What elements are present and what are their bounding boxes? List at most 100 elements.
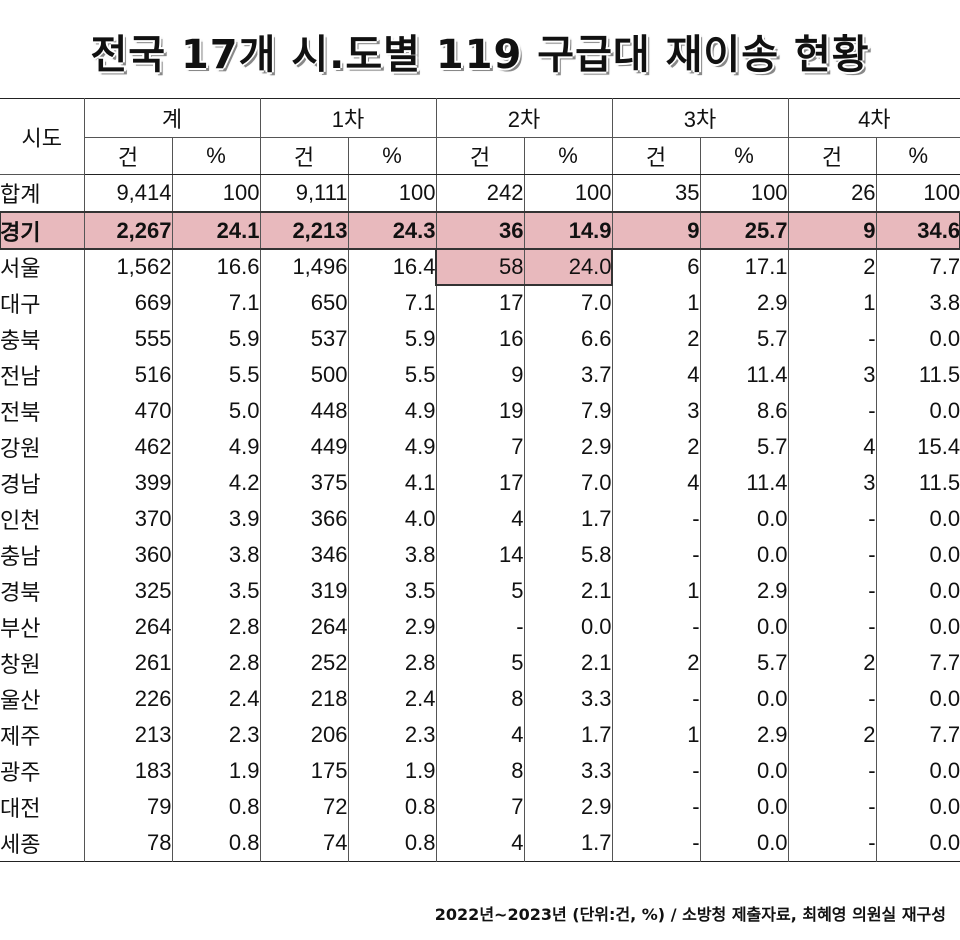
percent-cell: 2.8: [172, 609, 261, 645]
count-cell: 226: [84, 681, 173, 717]
count-cell: -: [788, 789, 877, 825]
table-row: 대전 79 0.8 72 0.8 7 2.9-0.0-0.0: [0, 789, 960, 825]
percent-cell: 24.1: [172, 212, 261, 249]
percent-cell: 2.1: [524, 645, 613, 681]
count-cell: 470: [84, 393, 173, 429]
count-cell: 2: [788, 249, 877, 285]
count-cell: 462: [84, 429, 173, 465]
count-cell: -: [436, 609, 525, 645]
count-cell: -: [788, 825, 877, 862]
count-cell: 58: [436, 249, 525, 285]
count-cell: -: [612, 537, 701, 573]
percent-cell: 0.8: [348, 789, 437, 825]
percent-cell: 1.7: [524, 501, 613, 537]
percent-cell: 7.7: [929, 254, 960, 279]
count-cell: 537: [260, 321, 349, 357]
header-row-units: 건 % 건 % 건 % 건 % 건 %: [0, 137, 960, 175]
count-cell: -: [788, 573, 877, 609]
percent-cell: 0.8: [348, 825, 437, 862]
table-row: 세종 78 0.8 74 0.8 4 1.7-0.0-0.0: [0, 825, 960, 862]
percent-cell: 2.4: [348, 681, 437, 717]
percent-cell: 5.9: [348, 321, 437, 357]
percent-cell: 5.5: [348, 357, 437, 393]
count-cell: 264: [260, 609, 349, 645]
region-name-cell: 창원: [0, 645, 85, 681]
count-cell: 72: [260, 789, 349, 825]
group-header-2nd: 2차: [436, 98, 613, 138]
table-row: 부산 264 2.8 264 2.9-0.0-0.0-0.0: [0, 609, 960, 645]
region-header: 시도: [0, 98, 85, 175]
percent-cell: 0.0: [929, 758, 960, 783]
count-cell: 500: [260, 357, 349, 393]
percent-cell: 100: [524, 174, 613, 213]
count-cell: 17: [436, 465, 525, 501]
count-cell: 449: [260, 429, 349, 465]
count-cell: 2: [612, 321, 701, 357]
count-cell: 3: [788, 465, 877, 501]
unit-pct-header: %: [524, 137, 613, 175]
count-cell: 35: [612, 174, 701, 213]
count-cell: 8: [436, 681, 525, 717]
count-cell: 7: [436, 789, 525, 825]
percent-cell: 0.0: [700, 681, 789, 717]
percent-cell: 24.0: [524, 249, 613, 285]
percent-cell: 1.7: [524, 717, 613, 753]
count-cell: -: [612, 753, 701, 789]
group-header-3rd: 3차: [612, 98, 789, 138]
count-cell: 2,267: [84, 212, 173, 249]
table-row: 인천 370 3.9 366 4.0 4 1.7-0.0-0.0: [0, 501, 960, 537]
count-cell: 74: [260, 825, 349, 862]
count-cell: 2: [612, 645, 701, 681]
percent-cell: 11.5: [918, 470, 960, 495]
percent-cell: 2.9: [524, 789, 613, 825]
count-cell: 375: [260, 465, 349, 501]
count-cell: 206: [260, 717, 349, 753]
percent-cell: 0.0: [929, 830, 960, 855]
unit-count-header: 건: [612, 137, 701, 175]
region-name-cell: 인천: [0, 501, 85, 537]
percent-cell: 3.5: [348, 573, 437, 609]
percent-cell: 2.4: [172, 681, 261, 717]
count-cell: 650: [260, 285, 349, 321]
percent-cell: 16.6: [172, 249, 261, 285]
percent-cell: 4.9: [348, 429, 437, 465]
count-cell: 2,213: [260, 212, 349, 249]
count-cell: 325: [84, 573, 173, 609]
percent-cell: 5.7: [700, 321, 789, 357]
percent-cell: 0.0: [929, 794, 960, 819]
count-cell: 9,414: [84, 174, 173, 213]
percent-cell: 5.0: [172, 393, 261, 429]
region-name-cell: 대구: [0, 285, 85, 321]
count-cell: 175: [260, 753, 349, 789]
percent-cell: 0.0: [929, 398, 960, 423]
count-cell: 26: [788, 174, 877, 213]
percent-cell: 15.4: [917, 434, 960, 459]
count-cell: -: [788, 609, 877, 645]
group-header-total: 계: [84, 98, 261, 138]
count-cell: 2: [612, 429, 701, 465]
unit-pct-header: %: [348, 137, 437, 175]
percent-cell: 0.0: [929, 326, 960, 351]
count-cell: 4: [612, 465, 701, 501]
percent-cell: 25.7: [700, 212, 789, 249]
percent-cell: 100: [172, 174, 261, 213]
count-cell: -: [788, 501, 877, 537]
unit-pct-header: %: [172, 137, 261, 175]
percent-cell: 11.4: [700, 357, 789, 393]
count-cell: 448: [260, 393, 349, 429]
percent-cell: 7.9: [524, 393, 613, 429]
percent-cell: 0.8: [172, 825, 261, 862]
region-name-cell: 충남: [0, 537, 85, 573]
percent-cell: 2.3: [172, 717, 261, 753]
percent-cell: 2.9: [700, 285, 789, 321]
count-cell: -: [788, 537, 877, 573]
count-cell: 4: [436, 825, 525, 862]
percent-cell: 11.4: [700, 465, 789, 501]
percent-cell: 7.1: [172, 285, 261, 321]
percent-cell: 100: [700, 174, 789, 213]
count-cell: 4: [436, 501, 525, 537]
count-cell: 213: [84, 717, 173, 753]
count-cell: 7: [436, 429, 525, 465]
percent-cell: 2.8: [348, 645, 437, 681]
count-cell: 4: [788, 429, 877, 465]
